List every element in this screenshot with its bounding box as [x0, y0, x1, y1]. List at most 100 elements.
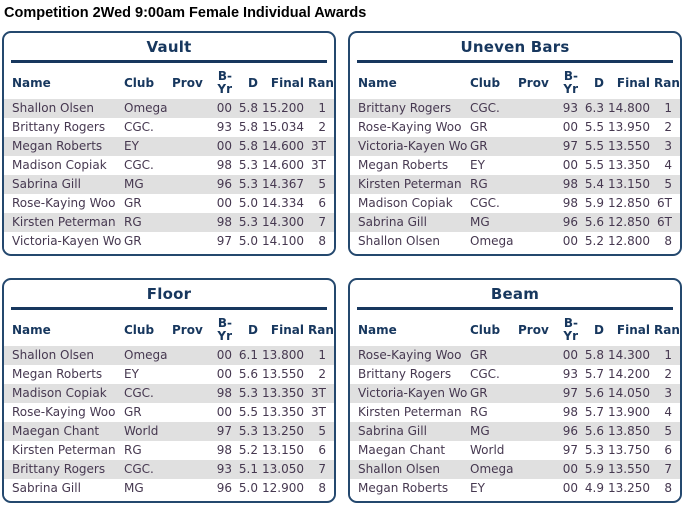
cell-d: 5.7: [584, 367, 604, 381]
cell-prov: [516, 403, 554, 422]
cell-club: MG: [124, 481, 144, 495]
cell-final: 14.050: [608, 386, 650, 400]
cell-final: 14.300: [608, 348, 650, 362]
cell-name: Kirsten Peterman: [358, 177, 462, 191]
cell-name: Madison Copiak: [12, 386, 107, 400]
cell-d: 5.0: [238, 196, 258, 210]
column-header-d: D: [248, 75, 258, 90]
cell-d: 5.6: [238, 367, 258, 381]
cell-prov: [170, 346, 208, 365]
cell-rank: 3T: [311, 139, 326, 153]
cell-rank: 2: [664, 367, 672, 381]
column-header-rank: Rank: [654, 322, 680, 337]
column-header-name: Name: [358, 75, 397, 90]
cell-b-yr: 00: [562, 120, 578, 134]
cell-rank: 3: [664, 139, 672, 153]
cell-final: 13.250: [262, 424, 304, 438]
cell-rank: 6: [664, 443, 672, 457]
cell-prov: [170, 384, 208, 403]
cell-name: Megan Roberts: [358, 481, 449, 495]
cell-final: 14.600: [262, 139, 304, 153]
cell-club: RG: [124, 215, 142, 229]
results-table-vault: Name Club Prov B-Yr D Final Rank Shallon…: [4, 66, 334, 251]
cell-final: 13.950: [608, 120, 650, 134]
cell-final: 13.350: [262, 405, 304, 419]
column-header-name: Name: [12, 75, 51, 90]
table-row: Madison Copiak CGC. 98 5.9 12.850 6T: [350, 194, 680, 213]
table-row: Megan Roberts EY 00 5.8 14.600 3T: [4, 137, 334, 156]
cell-final: 14.600: [262, 158, 304, 172]
cell-b-yr: 93: [562, 367, 578, 381]
cell-rank: 8: [318, 234, 326, 248]
cell-final: 15.034: [262, 120, 304, 134]
cell-name: Victoria-Kayen Woo: [12, 234, 122, 248]
cell-rank: 1: [664, 348, 672, 362]
cell-club: MG: [470, 424, 490, 438]
cell-b-yr: 98: [216, 158, 232, 172]
cell-club: CGC.: [470, 196, 500, 210]
cell-d: 5.8: [238, 120, 258, 134]
cell-rank: 2: [318, 367, 326, 381]
table-row: Rose-Kaying Woo GR 00 5.8 14.300 1: [350, 346, 680, 365]
cell-club: Omega: [470, 462, 514, 476]
title-divider: [357, 307, 673, 310]
cell-club: CGC.: [124, 120, 154, 134]
cell-rank: 7: [318, 462, 326, 476]
cell-rank: 5: [664, 177, 672, 191]
cell-name: Megan Roberts: [358, 158, 449, 172]
cell-name: Madison Copiak: [12, 158, 107, 172]
cell-b-yr: 97: [562, 386, 578, 400]
cell-d: 5.3: [238, 158, 258, 172]
column-header-byr: B-Yr: [563, 316, 578, 343]
table-row: Shallon Olsen Omega 00 5.2 12.800 8: [350, 232, 680, 251]
event-title: Floor: [146, 285, 192, 303]
cell-d: 5.9: [584, 196, 604, 210]
table-row: Sabrina Gill MG 96 5.0 12.900 8: [4, 479, 334, 498]
cell-club: CGC.: [124, 462, 154, 476]
cell-prov: [170, 460, 208, 479]
cell-rank: 8: [664, 481, 672, 495]
cell-b-yr: 98: [562, 405, 578, 419]
cell-final: 14.800: [608, 101, 650, 115]
cell-b-yr: 98: [216, 386, 232, 400]
cell-prov: [170, 137, 208, 156]
cell-b-yr: 93: [216, 120, 232, 134]
table-row: Rose-Kaying Woo GR 00 5.0 14.334 6: [4, 194, 334, 213]
cell-prov: [516, 384, 554, 403]
cell-name: Shallon Olsen: [358, 234, 441, 248]
column-header-rank: Rank: [654, 75, 680, 90]
cell-d: 5.3: [238, 215, 258, 229]
cell-name: Madison Copiak: [358, 196, 453, 210]
page-title: Competition 2Wed 9:00am Female Individua…: [4, 5, 367, 21]
cell-final: 13.750: [608, 443, 650, 457]
header-row: Name Club Prov B-Yr D Final Rank: [350, 313, 680, 346]
table-row: Sabrina Gill MG 96 5.6 12.850 6T: [350, 213, 680, 232]
column-header-d: D: [594, 322, 604, 337]
cell-prov: [170, 99, 208, 118]
cell-rank: 5: [664, 424, 672, 438]
cell-club: Omega: [124, 101, 168, 115]
column-header-club: Club: [124, 322, 155, 337]
cell-name: Megan Roberts: [12, 367, 103, 381]
cell-club: Omega: [470, 234, 514, 248]
cell-name: Rose-Kaying Woo: [358, 348, 462, 362]
cell-name: Kirsten Peterman: [12, 215, 116, 229]
cell-rank: 1: [318, 348, 326, 362]
cell-b-yr: 00: [562, 158, 578, 172]
cell-final: 14.334: [262, 196, 304, 210]
cell-prov: [170, 232, 208, 251]
cell-b-yr: 00: [562, 234, 578, 248]
cell-d: 6.3: [584, 101, 604, 115]
cell-prov: [516, 99, 554, 118]
cell-final: 13.150: [262, 443, 304, 457]
cell-b-yr: 98: [216, 215, 232, 229]
column-header-final: Final: [270, 75, 304, 90]
cell-name: Sabrina Gill: [12, 177, 81, 191]
cell-club: World: [470, 443, 505, 457]
cell-rank: 4: [664, 158, 672, 172]
event-card-uneven-bars: Uneven Bars Name Club Prov B-Yr D Final …: [348, 31, 682, 256]
cell-prov: [170, 118, 208, 137]
cell-club: GR: [470, 386, 488, 400]
cell-b-yr: 00: [216, 101, 232, 115]
